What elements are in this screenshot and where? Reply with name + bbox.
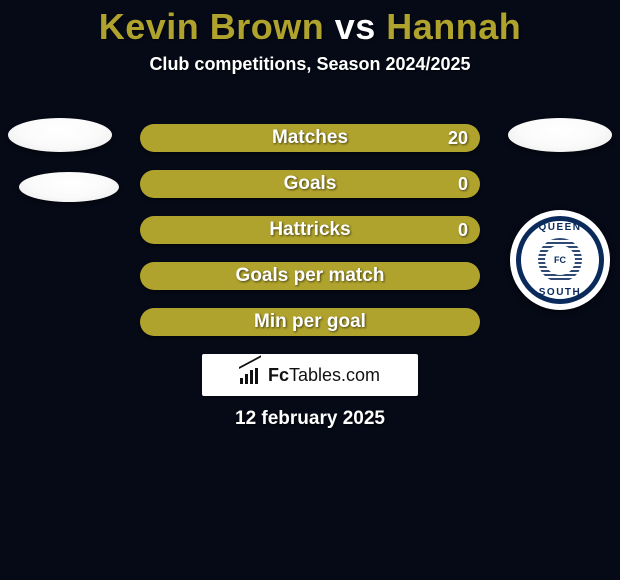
right-player-placeholder-icon xyxy=(508,118,612,152)
stat-bar-right-value: 20 xyxy=(448,124,468,152)
title-vs: vs xyxy=(324,6,386,47)
stat-bar: Goals0 xyxy=(140,170,480,198)
crest-bottom-text: SOUTH xyxy=(510,287,610,298)
left-player-placeholder-icon xyxy=(8,118,112,152)
right-player-column: QUEEN FC SOUTH xyxy=(500,118,620,310)
left-club-placeholder-icon xyxy=(19,172,119,202)
stat-bar-right-value: 0 xyxy=(458,216,468,244)
crest-inner-text: FC xyxy=(545,245,575,275)
branding-text-bold: Fc xyxy=(268,365,289,385)
branding-text: FcTables.com xyxy=(268,365,380,386)
left-player-column xyxy=(0,118,120,202)
comparison-infographic: Kevin Brown vs Hannah Club competitions,… xyxy=(0,0,620,580)
comparison-bars: Matches20Goals0Hattricks0Goals per match… xyxy=(140,124,480,354)
stat-bar-right-value: 0 xyxy=(458,170,468,198)
title-right-player: Hannah xyxy=(386,6,521,47)
page-subtitle: Club competitions, Season 2024/2025 xyxy=(0,54,620,75)
page-title: Kevin Brown vs Hannah xyxy=(0,0,620,48)
stat-bar-label: Min per goal xyxy=(140,308,480,336)
branding-badge: FcTables.com xyxy=(202,354,418,396)
stat-bar-label: Matches xyxy=(140,124,480,152)
fctables-logo-icon xyxy=(240,366,262,384)
stat-bar: Goals per match xyxy=(140,262,480,290)
title-left-player: Kevin Brown xyxy=(99,6,325,47)
stat-bar-label: Hattricks xyxy=(140,216,480,244)
stat-bar: Hattricks0 xyxy=(140,216,480,244)
crest-top-text: QUEEN xyxy=(510,222,610,233)
stat-bar: Matches20 xyxy=(140,124,480,152)
footer-date: 12 february 2025 xyxy=(0,408,620,430)
stat-bar-label: Goals xyxy=(140,170,480,198)
right-club-crest-icon: QUEEN FC SOUTH xyxy=(510,210,610,310)
stat-bar-label: Goals per match xyxy=(140,262,480,290)
stat-bar: Min per goal xyxy=(140,308,480,336)
branding-text-rest: Tables.com xyxy=(289,365,380,385)
